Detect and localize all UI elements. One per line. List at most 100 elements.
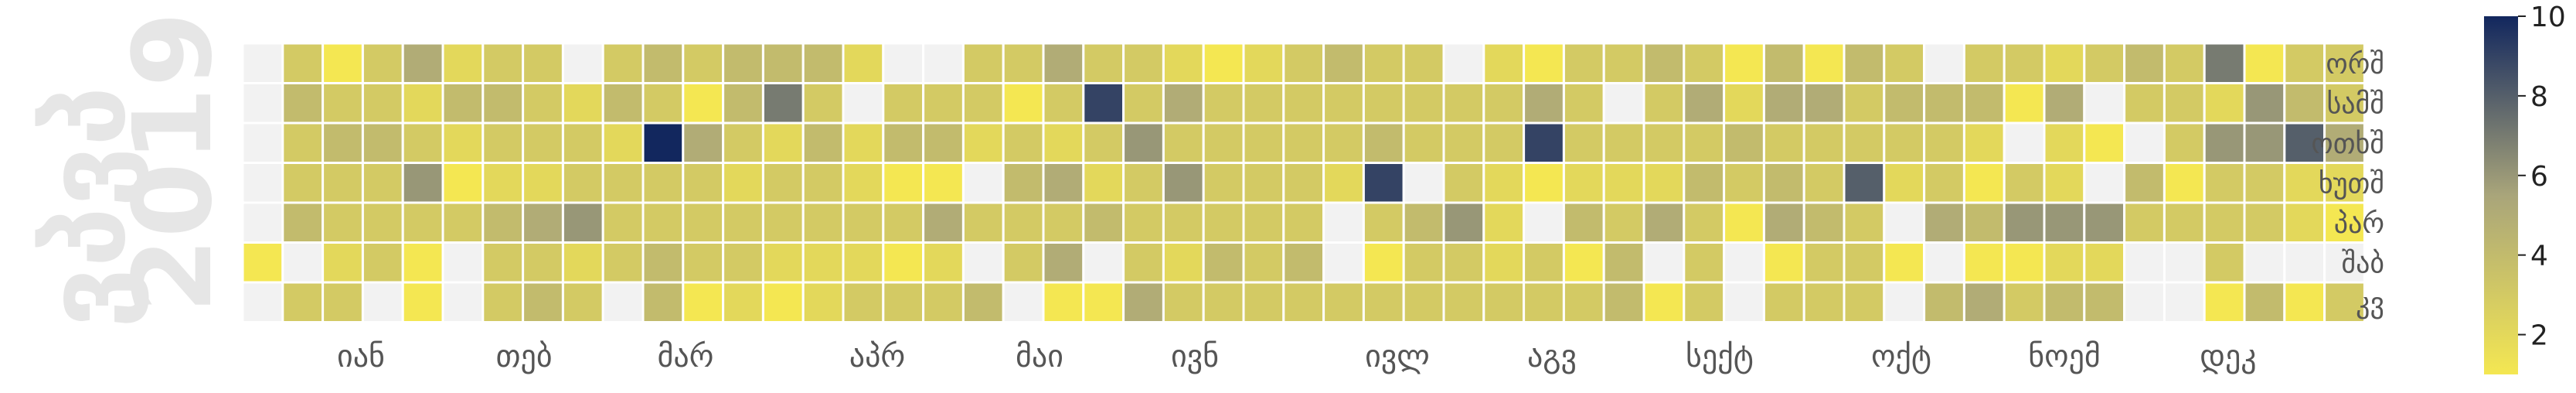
heatmap-cell [2283, 241, 2326, 284]
heatmap-cell [2083, 42, 2126, 84]
heatmap-cell [2123, 162, 2166, 204]
heatmap-cell [1442, 201, 1485, 244]
heatmap-cell [401, 201, 444, 244]
heatmap-cell [1402, 82, 1445, 125]
heatmap-cell [1962, 281, 2006, 323]
heatmap-cell [2043, 201, 2086, 244]
heatmap-cell [961, 201, 1005, 244]
heatmap-cell [1282, 201, 1325, 244]
heatmap-cell [1802, 281, 1846, 323]
heatmap-cell [2123, 241, 2166, 284]
heatmap-cell [922, 121, 965, 164]
heatmap-cell [1482, 281, 1526, 323]
heatmap-cell [842, 162, 885, 204]
heatmap-cell [1843, 162, 1886, 204]
month-label: აგვ [1527, 339, 1577, 374]
heatmap-cell [722, 162, 764, 204]
heatmap-cell [1402, 42, 1445, 84]
heatmap-cell [1602, 162, 1645, 204]
heatmap-cell [961, 281, 1005, 323]
heatmap-cell [2123, 82, 2166, 125]
heatmap-cell [401, 162, 444, 204]
heatmap-cell [482, 162, 525, 204]
heatmap-cell [1723, 281, 1765, 323]
heatmap-cell [1322, 82, 1365, 125]
year-label: 2019 [111, 12, 237, 313]
heatmap-cell [761, 82, 805, 125]
heatmap-cell [281, 281, 325, 323]
heatmap-cell [401, 281, 444, 323]
heatmap-cell [961, 42, 1005, 84]
heatmap-cell [1802, 42, 1846, 84]
heatmap-cell [1042, 121, 1085, 164]
heatmap-cell [1082, 241, 1125, 284]
heatmap-cell [1282, 121, 1325, 164]
heatmap-cell [1923, 162, 1965, 204]
heatmap-cell [641, 121, 685, 164]
day-label: ორშ [2326, 49, 2384, 80]
month-label: მაი [1016, 339, 1063, 374]
heatmap-cell [601, 201, 645, 244]
heatmap-cell [1002, 201, 1045, 244]
heatmap-cell [1923, 281, 1965, 323]
month-label: ნოემ [2028, 339, 2101, 374]
heatmap-cell [722, 42, 764, 84]
heatmap-cell [1523, 162, 1565, 204]
heatmap-cell [2243, 201, 2286, 244]
heatmap-cell [1482, 82, 1526, 125]
heatmap-cell [1042, 201, 1085, 244]
heatmap-cell [922, 82, 965, 125]
heatmap-cell [1683, 281, 1726, 323]
heatmap-cell [281, 241, 325, 284]
heatmap-cell [1683, 201, 1726, 244]
heatmap-cell [522, 121, 564, 164]
heatmap-cell [1683, 162, 1726, 204]
heatmap-cell [641, 162, 685, 204]
day-label: კვ [2356, 288, 2384, 320]
heatmap-cell [2123, 201, 2166, 244]
heatmap-cell [1362, 201, 1405, 244]
heatmap-cell [322, 121, 364, 164]
heatmap-cell [882, 82, 925, 125]
heatmap-cell [1402, 241, 1445, 284]
heatmap-cell [1202, 281, 1245, 323]
heatmap-cell [961, 241, 1005, 284]
heatmap-cell [1723, 201, 1765, 244]
heatmap-cell [1122, 121, 1165, 164]
heatmap-cell [2043, 121, 2086, 164]
heatmap-cell [1883, 201, 1926, 244]
heatmap-cell [2003, 241, 2046, 284]
heatmap-cell [641, 281, 685, 323]
heatmap-cell [601, 241, 645, 284]
day-labels: ორშ სამშ ოთხშ ხუთშ პარ შაბ კვ [2311, 49, 2384, 320]
heatmap-cell [641, 241, 685, 284]
month-label: იან [337, 339, 385, 374]
heatmap-cell [322, 162, 364, 204]
heatmap-cell [241, 201, 284, 244]
heatmap-cell [1002, 241, 1045, 284]
heatmap-cell [1762, 121, 1805, 164]
heatmap-cell [761, 281, 805, 323]
heatmap-cell [1883, 82, 1926, 125]
heatmap-cell [322, 82, 364, 125]
heatmap-cell [1843, 201, 1886, 244]
heatmap-cell [361, 82, 404, 125]
month-label: ოქტ [1871, 339, 1931, 374]
heatmap-cell [1402, 281, 1445, 323]
heatmap-cell [1962, 42, 2006, 84]
heatmap-cell [561, 281, 604, 323]
heatmap-cell [2043, 241, 2086, 284]
heatmap-cell [2243, 82, 2286, 125]
heatmap-cell [241, 281, 284, 323]
heatmap-cell [1482, 162, 1526, 204]
heatmap-cell [241, 121, 284, 164]
heatmap-cell [1602, 201, 1645, 244]
heatmap-cell [1562, 201, 1605, 244]
heatmap-cell [1082, 162, 1125, 204]
heatmap-cell [2283, 82, 2326, 125]
heatmap-cell [1082, 201, 1125, 244]
heatmap-cell [882, 241, 925, 284]
heatmap-cell [1802, 201, 1846, 244]
heatmap-cell [2323, 281, 2366, 323]
heatmap-cell [1523, 241, 1565, 284]
